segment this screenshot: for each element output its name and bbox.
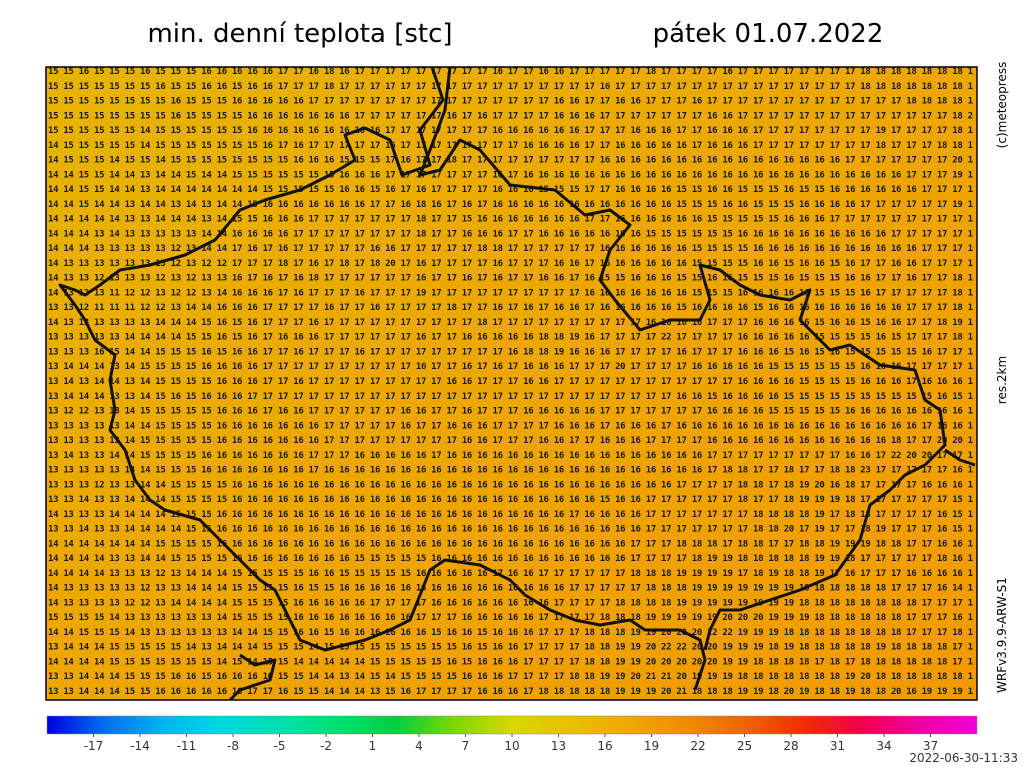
grid-row: 13 14 13 13 14 14 15 15 15 15 16 16 16 1… [48,451,973,461]
grid-row: 14 14 14 14 15 15 15 15 15 15 15 14 15 1… [48,657,973,667]
border-line [58,66,707,691]
grid-row: 13 14 14 14 13 13 14 15 16 15 16 16 16 1… [48,392,973,402]
timestamp: 2022-06-30-11:33 [909,751,1018,765]
grid-row: 13 13 14 13 13 14 14 14 14 15 15 16 16 1… [48,525,973,535]
grid-row: 13 12 12 13 13 14 15 15 15 15 15 16 16 1… [48,407,973,417]
grid-row: 14 14 15 15 14 14 13 14 14 14 14 14 14 1… [48,185,973,195]
grid-row: 13 13 13 13 13 14 14 14 14 15 15 16 15 1… [48,333,973,343]
colorbar: -17 -14 -11 -8 -5 -2 1 4 7 10 13 16 19 22 25 28 31 34 37 [46,715,978,753]
colorbar-label: 34 [876,739,891,753]
grid-row: 15 15 15 15 14 13 13 13 13 13 13 14 15 1… [48,613,973,623]
grid-row: 15 15 15 15 15 15 15 16 15 15 16 16 15 1… [48,82,973,92]
grid-row: 14 15 15 15 15 15 14 15 15 15 15 15 15 1… [48,141,973,151]
colorbar-label: 31 [830,739,845,753]
colorbar-label: 16 [597,739,612,753]
value-grid: 15 15 16 15 15 15 16 15 15 15 16 16 16 1… [48,67,973,697]
colorbar-label: 28 [783,739,798,753]
grid-row: 14 14 14 14 13 13 13 12 13 14 14 14 15 1… [48,569,973,579]
colorbar-label: 7 [462,739,470,753]
grid-row: 15 15 15 15 15 15 14 15 15 15 15 15 15 1… [48,126,973,136]
grid-row: 14 14 14 14 14 14 14 15 15 15 15 16 16 1… [48,539,973,549]
grid-row: 14 15 15 15 14 15 15 14 15 15 15 15 15 1… [48,156,973,166]
grid-row: 14 13 13 13 14 14 14 14 15 15 15 16 16 1… [48,510,973,520]
grid-row: 13 14 14 14 15 15 15 15 15 14 13 14 14 1… [48,643,973,653]
map-area [45,66,978,701]
copyright: (c)meteopress [995,62,1009,149]
grid-row: 14 14 14 13 14 13 13 13 13 13 14 14 16 1… [48,229,973,239]
grid-row: 14 13 13 13 13 12 12 13 14 14 14 14 15 1… [48,598,973,608]
model-name: WRFv3.9.9-ARW-S1 [995,577,1009,693]
grid-row: 14 13 13 13 13 13 13 13 12 13 12 12 17 1… [48,259,973,269]
grid-row: 15 15 16 15 15 15 16 15 15 15 16 16 16 1… [48,67,973,77]
grid-row: 14 14 14 13 13 13 13 13 12 13 14 14 17 1… [48,244,973,254]
colorbar-label: 25 [737,739,752,753]
colorbar-label: -2 [320,739,332,753]
colorbar-label: -17 [84,739,104,753]
border-line [228,653,277,702]
grid-row: 13 13 13 13 13 14 15 15 15 15 15 16 16 1… [48,436,973,446]
grid-row: 13 14 13 14 14 13 14 15 15 15 15 16 16 1… [48,377,973,387]
grid-row: 14 14 15 15 15 14 13 13 13 13 13 13 14 1… [48,628,973,638]
resolution: res.2km [995,356,1009,404]
grid-row: 13 13 12 11 11 11 12 12 13 14 14 16 16 1… [48,303,973,313]
colorbar-label: 4 [415,739,423,753]
colorbar-label: -5 [274,739,286,753]
colorbar-label: 22 [690,739,705,753]
grid-row: 14 14 15 14 14 13 14 14 13 14 13 14 14 1… [48,200,973,210]
grid-row: 14 14 14 14 13 13 14 14 15 15 15 15 16 1… [48,554,973,564]
border-line [944,448,976,467]
grid-row: 13 14 14 14 13 14 15 15 15 15 16 16 16 1… [48,362,973,372]
borders [58,66,976,702]
grid-row: 13 13 14 14 14 15 15 15 16 16 15 16 16 1… [48,672,973,682]
grid-row: 14 13 13 12 13 13 13 12 13 12 13 13 16 1… [48,274,973,284]
grid-row: 13 13 14 14 14 15 15 16 16 16 16 16 16 1… [48,687,973,697]
colorbar-label: -8 [227,739,239,753]
colorbar-label: 10 [504,739,519,753]
colorbar-label: 37 [923,739,938,753]
colorbar-label: -14 [130,739,150,753]
grid-row: 14 13 13 13 13 13 12 13 13 14 14 14 15 1… [48,584,973,594]
colorbar-scale [46,715,978,735]
grid-row: 14 14 15 15 14 14 13 14 14 15 14 14 15 1… [48,170,973,180]
grid-row: 13 13 13 12 13 13 14 14 15 15 15 15 16 1… [48,480,973,490]
grid-row: 14 13 13 13 13 13 13 14 14 14 15 16 15 1… [48,318,973,328]
grid-row: 13 13 13 16 15 14 14 15 15 15 16 15 16 1… [48,347,973,357]
border-line [418,66,947,651]
map-title: min. denní teplota [stc] [147,19,452,49]
grid-row: 13 13 13 13 13 14 14 15 15 15 16 16 16 1… [48,466,973,476]
map-date: pátek 01.07.2022 [653,19,884,49]
colorbar-label: 13 [551,739,566,753]
grid-row: 14 13 12 13 11 12 12 13 12 12 13 14 16 1… [48,288,973,298]
colorbar-label: -11 [177,739,197,753]
grid-row: 13 13 14 13 13 14 14 14 15 15 15 15 16 1… [48,495,973,505]
grid-row: 15 15 15 15 15 15 15 15 16 15 15 15 15 1… [48,111,973,121]
colorbar-label: 1 [369,739,377,753]
grid-row: 14 14 14 14 14 13 13 14 14 14 13 14 15 1… [48,215,973,225]
grid-row: 15 15 15 15 15 15 15 15 16 15 15 15 16 1… [48,97,973,107]
colorbar-label: 19 [644,739,659,753]
grid-row: 13 13 13 13 13 14 14 15 15 15 15 16 16 1… [48,421,973,431]
